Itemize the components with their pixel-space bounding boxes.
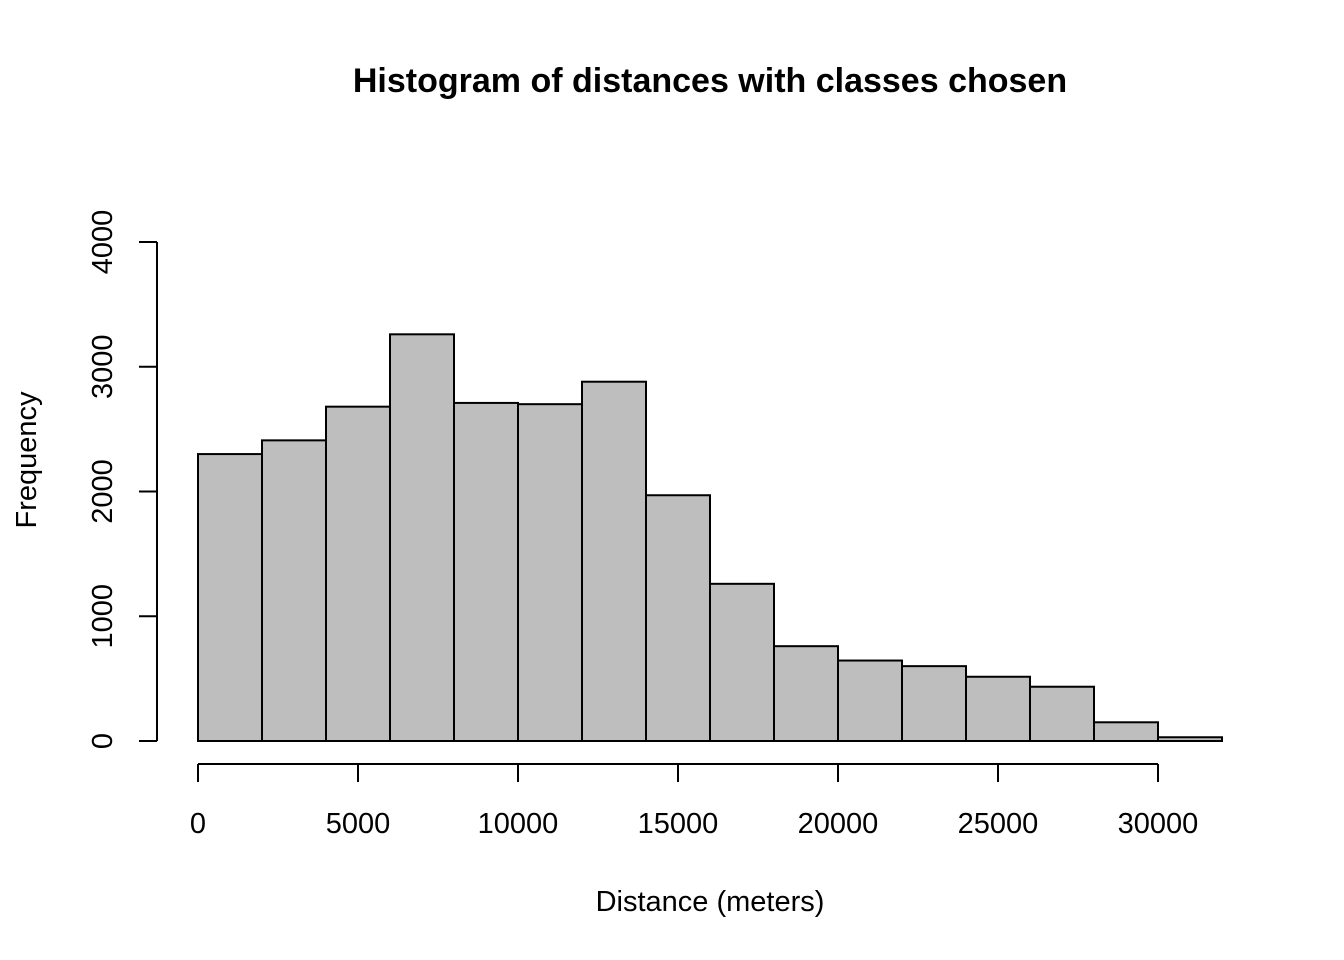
histogram-bar [581, 380, 647, 742]
histogram-bar [389, 333, 455, 742]
histogram-bar [645, 494, 711, 742]
histogram-bar [261, 439, 327, 742]
histogram-bar [965, 675, 1031, 742]
bars-group [197, 333, 1223, 743]
chart-title: Histogram of distances with classes chos… [353, 62, 1067, 100]
histogram-bar [1029, 685, 1095, 743]
x-tick-label: 25000 [958, 808, 1039, 840]
y-axis-label: Frequency [11, 391, 43, 529]
histogram-bar [709, 582, 775, 742]
histogram-bar [197, 453, 263, 742]
histogram-bar [453, 401, 519, 742]
y-tick-label: 4000 [87, 210, 119, 275]
y-tick-label: 0 [87, 733, 119, 749]
x-tick-label: 5000 [326, 808, 391, 840]
histogram-bar [1157, 736, 1223, 743]
histogram-bar [773, 645, 839, 742]
x-tick-label: 0 [190, 808, 206, 840]
x-tick-label: 30000 [1118, 808, 1199, 840]
x-tick-label: 15000 [638, 808, 719, 840]
x-axis-label: Distance (meters) [596, 886, 825, 918]
histogram-bar [517, 403, 583, 742]
histogram-bar [1093, 721, 1159, 742]
x-axis: 0 5000 10000 15000 20000 25000 30000 [190, 763, 1199, 840]
y-axis: 0 1000 2000 3000 4000 [87, 210, 158, 749]
y-tick-label: 2000 [87, 459, 119, 524]
y-tick-label: 1000 [87, 584, 119, 649]
x-tick-label: 20000 [798, 808, 879, 840]
histogram-bar [325, 405, 391, 742]
histogram-bar [901, 665, 967, 743]
x-tick-label: 10000 [478, 808, 559, 840]
y-tick-label: 3000 [87, 334, 119, 399]
histogram-bar [837, 659, 903, 743]
